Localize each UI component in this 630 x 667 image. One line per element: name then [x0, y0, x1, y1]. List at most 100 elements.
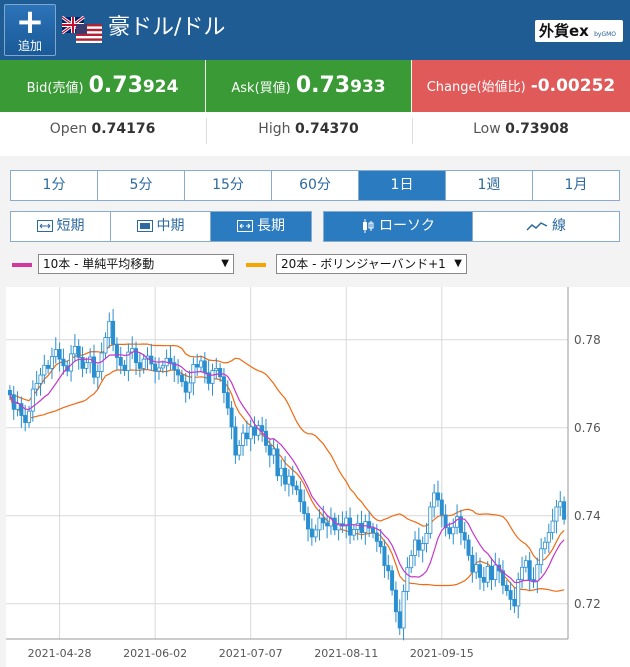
- candle-body: [103, 337, 108, 354]
- change-value: -0.00252: [530, 76, 616, 96]
- tab-5min[interactable]: 5分: [98, 171, 185, 200]
- y-tick-label: 0.72: [574, 597, 601, 611]
- candle-body: [367, 521, 372, 529]
- bb-indicator-value: 20本 - ボリンジャーバンド+1: [281, 257, 446, 271]
- candle-body: [382, 546, 387, 566]
- candle-body: [466, 539, 471, 556]
- candle-body: [386, 565, 391, 572]
- candle-body: [72, 346, 77, 355]
- tab-line[interactable]: 線: [472, 212, 619, 241]
- y-tick-label: 0.78: [574, 333, 601, 347]
- high-value: 0.74370: [294, 121, 359, 137]
- candle-body: [504, 584, 509, 592]
- candle-body: [397, 611, 402, 629]
- candle-body: [229, 407, 234, 428]
- candle-body: [30, 388, 35, 412]
- candle-body: [531, 579, 536, 582]
- candle-body: [61, 358, 66, 367]
- candle-body: [302, 501, 307, 515]
- x-tick-label: 2021-04-28: [28, 647, 92, 660]
- candlestick-icon: [363, 219, 374, 233]
- candle-body: [107, 320, 112, 339]
- candle-body: [481, 576, 486, 583]
- tab-short-term[interactable]: 短期: [11, 212, 111, 241]
- ma-color-swatch: [12, 263, 32, 267]
- tab-1month[interactable]: 1月: [564, 177, 588, 193]
- candle-body: [462, 532, 467, 541]
- candle-body: [390, 570, 395, 591]
- candle-body: [546, 532, 551, 543]
- candle-body: [336, 523, 341, 531]
- tab-1week[interactable]: 1週: [446, 171, 533, 200]
- candle-body: [248, 426, 253, 440]
- bb-indicator-select[interactable]: 20本 - ボリンジャーバンド+1 ▼: [276, 254, 467, 274]
- candle-body: [126, 351, 131, 372]
- candle-body: [485, 565, 490, 583]
- candle-body: [405, 567, 410, 592]
- high-stat: High 0.74370: [206, 112, 411, 156]
- tab-mid-term[interactable]: 中期: [111, 212, 211, 241]
- candle-body: [474, 564, 479, 573]
- candle-body: [355, 522, 360, 530]
- candle-body: [535, 564, 540, 582]
- mid-range-icon: [136, 220, 153, 232]
- tab-1min[interactable]: 1分: [11, 171, 98, 200]
- candle-body: [562, 501, 567, 520]
- candle-body: [420, 543, 425, 551]
- candle-body: [214, 368, 219, 372]
- tab-60min[interactable]: 60分: [272, 171, 359, 200]
- candle-body: [7, 390, 12, 396]
- candle-body: [271, 448, 276, 456]
- candle-body: [237, 444, 242, 456]
- candle-body: [500, 570, 505, 586]
- candle-body: [27, 410, 32, 423]
- candle-body: [195, 364, 200, 368]
- candle-body: [348, 517, 353, 536]
- candle-body: [279, 467, 284, 477]
- bid-value-pips: 924: [142, 77, 179, 97]
- candle-body: [118, 357, 123, 366]
- candle-body: [263, 430, 268, 446]
- ask-quote: Ask(買値) 0.73933: [206, 60, 411, 112]
- tab-1day[interactable]: 1日: [359, 171, 446, 200]
- chevron-down-icon: ▼: [221, 258, 229, 269]
- candle-body: [23, 415, 28, 423]
- candle-body: [378, 540, 383, 548]
- price-chart[interactable]: 0.72 0.74 0.76 0.78 2021-04-28 2021-06-02 2021…: [6, 287, 630, 667]
- short-range-icon: [36, 220, 53, 232]
- bid-label: Bid(売値): [26, 81, 84, 96]
- candle-body: [309, 528, 314, 538]
- divider: [206, 118, 207, 144]
- x-tick-label: 2021-09-15: [410, 647, 474, 660]
- candle-body: [493, 564, 498, 580]
- add-button[interactable]: + 追加: [4, 4, 56, 56]
- ma-indicator-select[interactable]: 10本 - 単純平均移動 ▼: [38, 254, 234, 274]
- candle-body: [202, 360, 207, 374]
- candle-body: [153, 363, 158, 372]
- tab-15min[interactable]: 15分: [185, 171, 272, 200]
- range-tabs: 短期 中期 長期: [10, 211, 312, 242]
- bollinger-upper-line: [9, 343, 565, 562]
- candle-body: [42, 364, 47, 376]
- candle-body: [233, 426, 238, 456]
- logo-sub: byGMO: [594, 31, 617, 38]
- candle-body: [401, 591, 406, 629]
- candlestick-label: ローソク: [379, 218, 435, 234]
- bid-value-main: 0.73: [88, 73, 143, 98]
- tab-long-term[interactable]: 長期: [211, 212, 311, 241]
- candle-body: [325, 522, 330, 527]
- y-tick-label: 0.76: [574, 421, 601, 435]
- low-stat: Low 0.73908: [412, 112, 630, 156]
- tab-candlestick[interactable]: ローソク: [324, 212, 472, 241]
- aud-usd-flag-icon: [62, 15, 102, 43]
- candlestick-chart[interactable]: 0.72 0.74 0.76 0.78 2021-04-28 2021-06-02 2021…: [6, 287, 630, 667]
- candle-body: [542, 541, 547, 550]
- candle-body: [512, 598, 517, 607]
- indicator-row: 10本 - 単純平均移動 ▼ 20本 - ボリンジャーバンド+1 ▼: [0, 252, 630, 276]
- candle-body: [241, 432, 246, 446]
- candle-body: [455, 516, 460, 528]
- x-tick-label: 2021-07-07: [219, 647, 283, 660]
- candle-body: [76, 346, 81, 358]
- open-stat: Open 0.74176: [0, 112, 205, 156]
- add-button-label: 追加: [17, 39, 42, 53]
